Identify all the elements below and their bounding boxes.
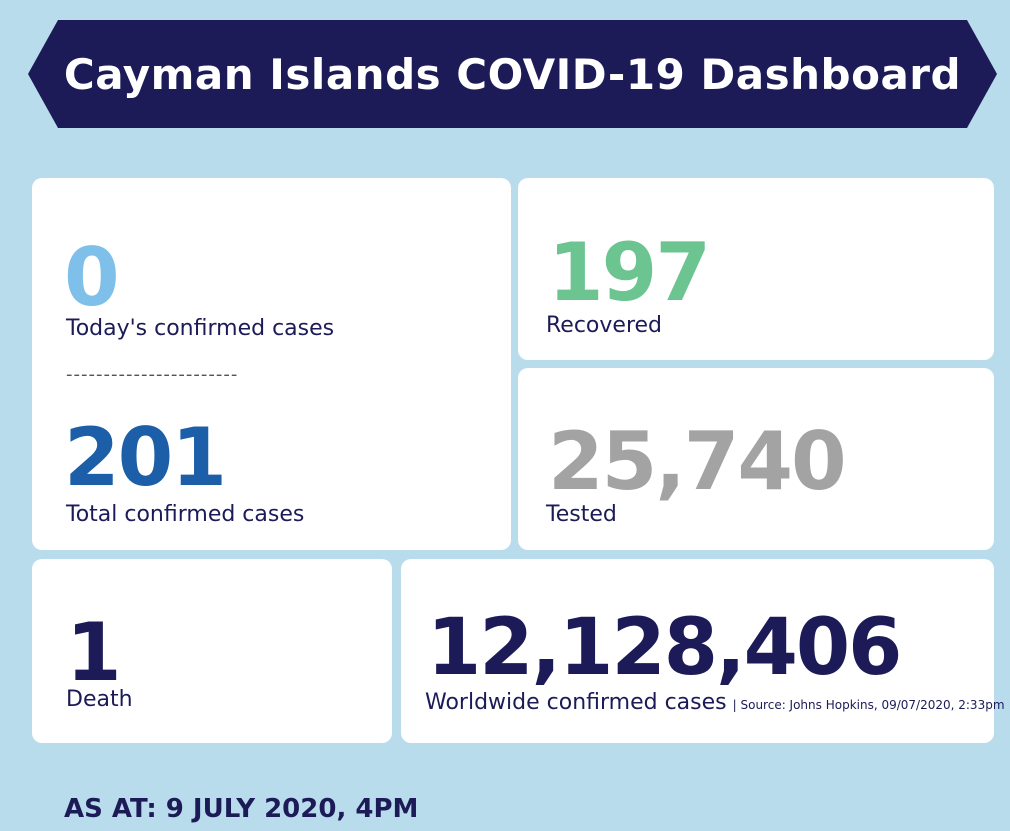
total-cases-value: 201 [64, 411, 227, 504]
worldwide-source: | Source: Johns Hopkins, 09/07/2020, 2:3… [732, 698, 1005, 712]
as-at-timestamp: AS AT: 9 JULY 2020, 4PM [64, 794, 419, 824]
tested-label: Tested [546, 502, 617, 527]
today-cases-value: 0 [64, 231, 120, 324]
cases-divider: ----------------------- [66, 364, 239, 385]
worldwide-value: 12,128,406 [427, 603, 902, 693]
death-card: 1 Death [32, 559, 392, 743]
recovered-card: 197 Recovered [518, 178, 994, 360]
recovered-label: Recovered [546, 313, 663, 338]
worldwide-card: 12,128,406 Worldwide confirmed cases | So… [401, 559, 1005, 743]
recovered-value: 197 [548, 226, 711, 319]
today-cases-label: Today's confirmed cases [66, 316, 335, 341]
death-label: Death [66, 687, 133, 712]
tested-card: 25,740 Tested [518, 368, 994, 550]
worldwide-label-row: Worldwide confirmed cases | Source: Johns… [425, 692, 1005, 714]
page-title: Cayman Islands COVID-19 Dashboard [63, 49, 962, 99]
death-value: 1 [66, 606, 122, 699]
worldwide-label: Worldwide confirmed cases [425, 690, 727, 715]
tested-value: 25,740 [548, 415, 847, 508]
cases-card: 0 Today's confirmed cases --------------… [32, 178, 511, 550]
total-cases-label: Total confirmed cases [66, 502, 305, 527]
title-banner: Cayman Islands COVID-19 Dashboard [28, 20, 997, 128]
banner-shape [28, 20, 997, 128]
